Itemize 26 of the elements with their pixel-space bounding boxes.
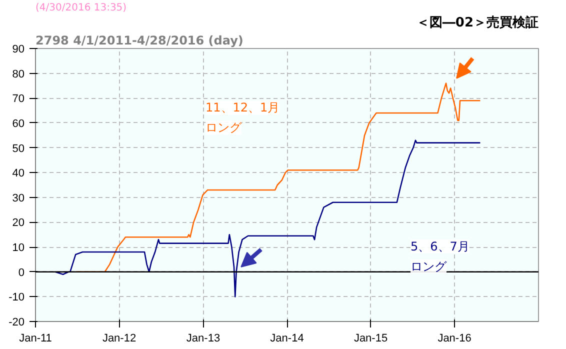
y-tick-label: 10 xyxy=(12,242,25,254)
y-tick-label: 90 xyxy=(12,44,25,56)
y-tick-label: 20 xyxy=(12,217,25,230)
x-tick-label: Jan-14 xyxy=(270,332,304,344)
y-tick-label: 30 xyxy=(12,192,25,204)
annotation: ロング xyxy=(410,260,448,274)
x-tick-label: Jan-15 xyxy=(354,332,388,344)
chart-title: 2798 4/1/2011-4/28/2016 (day) xyxy=(36,34,244,48)
y-tick-label: 80 xyxy=(12,68,25,80)
x-tick-label: Jan-12 xyxy=(102,332,136,344)
y-tick-label: 70 xyxy=(12,93,25,106)
line-series xyxy=(54,140,481,298)
x-tick-label: Jan-16 xyxy=(438,332,472,344)
annotation: 5、6、7月 xyxy=(410,240,470,254)
y-tick-label: 60 xyxy=(12,118,25,130)
y-tick-label: 0 xyxy=(18,266,25,279)
y-tick-label: 40 xyxy=(12,168,25,180)
y-tick-label: -20 xyxy=(8,316,25,328)
annotation: ロング xyxy=(206,120,242,134)
x-tick-label: Jan-11 xyxy=(19,332,52,344)
x-tick-label: Jan-13 xyxy=(186,332,220,344)
y-tick-label: -10 xyxy=(8,292,25,304)
y-tick-label: 50 xyxy=(12,142,25,155)
chart-subtitle: ＜図―02＞売買検証 xyxy=(416,14,539,30)
annotation: 11、12、1月 xyxy=(206,100,280,114)
text: (4/30/2016 13:35) xyxy=(36,2,127,14)
